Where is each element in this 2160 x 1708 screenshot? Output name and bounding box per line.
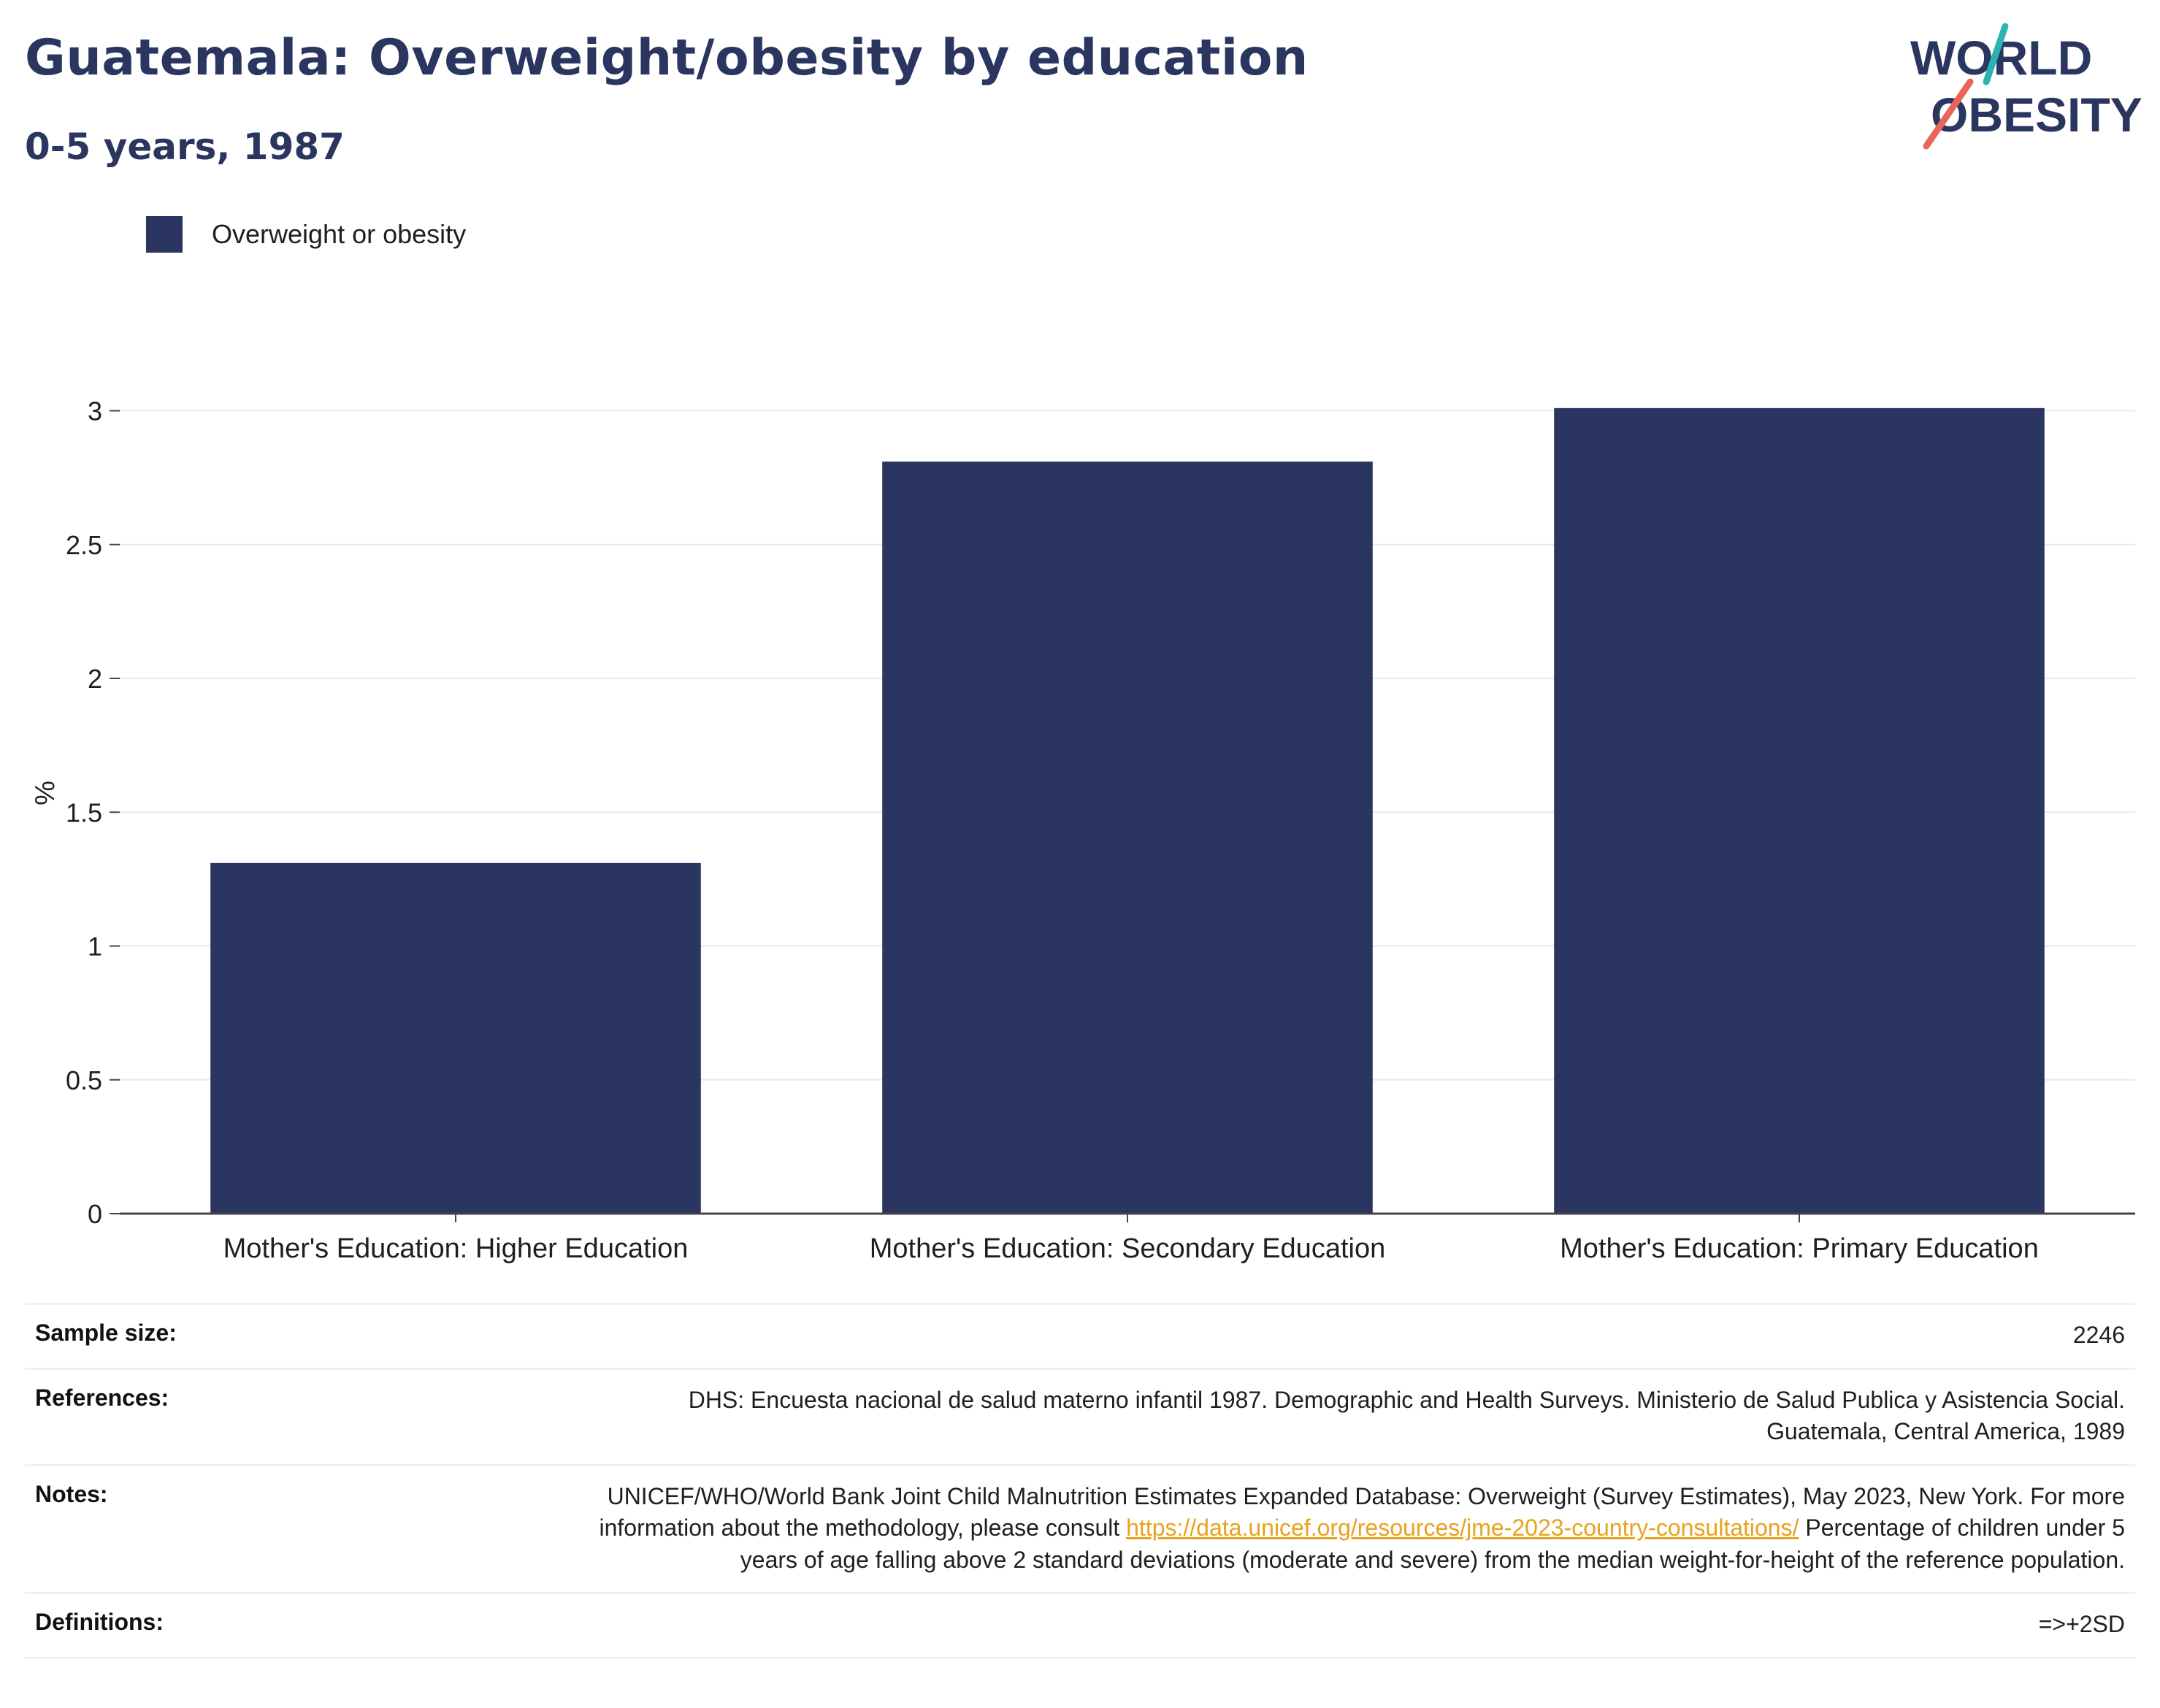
legend: Overweight or obesity [146,216,466,253]
x-tick-label: Mother's Education: Secondary Education [870,1233,1385,1264]
world-obesity-logo: WORLD OBESITY [1899,22,2147,153]
y-tick-label: 0.5 [66,1065,102,1095]
logo-word-2: OBESITY [1931,88,2142,142]
bar[interactable] [1554,407,2045,1214]
notes-value: UNICEF/WHO/World Bank Joint Child Malnut… [591,1481,2125,1577]
y-tick-label: 1 [88,932,102,962]
sample-size-value: 2246 [2072,1322,2125,1348]
bar[interactable] [210,862,701,1214]
y-tick-label: 2.5 [66,530,102,560]
y-tick-label: 3 [88,397,102,426]
y-tick-label: 0 [88,1199,102,1229]
chart-metadata: Sample size: 2246 References: DHS: Encue… [25,1303,2135,1659]
definitions-value: =>+2SD [2038,1611,2125,1638]
y-axis-label: % [30,781,61,805]
notes-text-after: Percentage of children under 5 years of … [740,1514,2125,1573]
notes-link[interactable]: https://data.unicef.org/resources/jme-20… [1126,1514,1799,1542]
sample-size-label: Sample size: [35,1320,177,1346]
logo-graphic: WORLD OBESITY [1910,23,2142,150]
notes-row: Notes: UNICEF/WHO/World Bank Joint Child… [25,1463,2135,1593]
legend-label: Overweight or obesity [212,219,467,249]
x-tick-label: Mother's Education: Higher Education [223,1233,689,1264]
logo-coral-slash [1923,78,1974,150]
sample-size-row: Sample size: 2246 [25,1303,2135,1368]
bar[interactable] [882,462,1373,1214]
y-axis-ticks: 0 0.5 1 1.5 2 2.5 3 [66,397,120,1229]
notes-label: Notes: [35,1480,108,1507]
legend-swatch [146,216,183,253]
x-tick-label: Mother's Education: Primary Education [1560,1233,2039,1264]
y-tick-label: 1.5 [66,797,102,827]
logo-teal-slash [1983,23,2009,85]
references-label: References: [35,1384,169,1411]
notes-text-before: UNICEF/WHO/World Bank Joint Child Malnut… [599,1482,2125,1542]
chart-subtitle: 0-5 years, 1987 [25,126,345,168]
x-axis-ticks: Mother's Education: Higher Education Moth… [223,1214,2039,1264]
chart-title: Guatemala: Overweight/obesity by educati… [25,29,1309,87]
definitions-row: Definitions: =>+2SD [25,1592,2135,1659]
references-value: DHS: Encuesta nacional de salud materno … [688,1386,2125,1445]
definitions-label: Definitions: [35,1609,164,1636]
references-row: References: DHS: Encuesta nacional de sa… [25,1367,2135,1464]
bars [210,407,2045,1214]
y-tick-label: 2 [88,664,102,694]
bar-chart: 0 0.5 1 1.5 2 2.5 3 Mother's Education: Higher… [30,397,2135,1264]
